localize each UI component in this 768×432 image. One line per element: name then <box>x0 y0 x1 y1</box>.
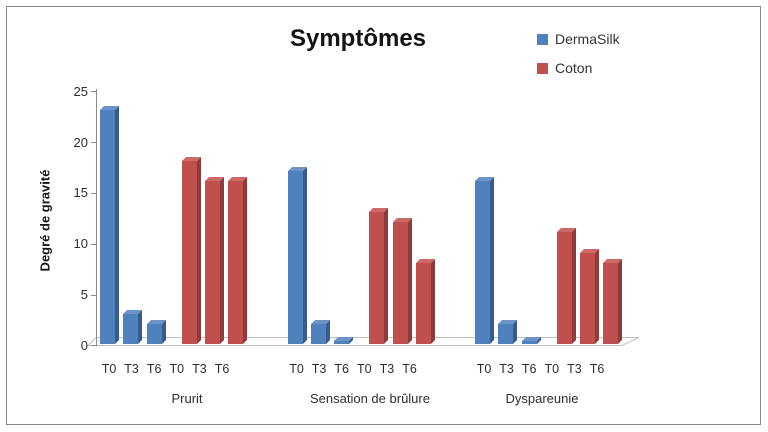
y-tick-mark <box>91 142 96 144</box>
bar-coton-dyspareunie-t0 <box>556 228 576 344</box>
bar-coton-prurit-t3 <box>205 177 224 344</box>
legend-item-coton: Coton <box>537 60 620 76</box>
time-label-t6: T6 <box>521 362 537 376</box>
bar-side-face <box>220 177 224 344</box>
chart-title: Symptômes <box>289 25 427 52</box>
time-label-t3: T3 <box>124 362 139 376</box>
time-label-t6: T6 <box>334 362 349 376</box>
category-label-dyspareunie: Dyspareunie <box>505 391 579 406</box>
time-label-t0: T0 <box>476 362 492 376</box>
y-tick-mark <box>91 91 96 93</box>
bar-coton-sensation-de-br-lure-t0 <box>369 207 389 344</box>
bar-side-face <box>595 248 599 344</box>
bar-side-face <box>513 319 518 344</box>
bar-dermasilk-sensation-de-br-lure-t3 <box>310 319 330 344</box>
legend: DermaSilk Coton <box>537 31 620 90</box>
time-label-t0: T0 <box>544 362 560 376</box>
legend-label-coton: Coton <box>555 60 593 76</box>
y-tick-label: 10 <box>73 236 88 252</box>
bar-dermasilk-sensation-de-br-lure-t6 <box>334 336 354 344</box>
category-label-prurit: Prurit <box>171 391 203 406</box>
y-tick-label: 5 <box>80 287 88 302</box>
time-label-t0: T0 <box>289 362 304 376</box>
y-tick-label: 25 <box>73 83 88 99</box>
time-label-t3: T3 <box>499 362 514 376</box>
bar-side-face <box>138 309 143 344</box>
y-tick-mark <box>91 192 96 194</box>
legend-swatch-dermasilk <box>537 33 548 45</box>
time-label-t0: T0 <box>101 362 117 376</box>
legend-item-dermasilk: DermaSilk <box>537 31 620 47</box>
legend-swatch-coton <box>537 62 548 74</box>
bar-side-face <box>571 228 576 344</box>
bar-dermasilk-prurit-t6 <box>146 319 166 344</box>
bar-side-face <box>618 258 623 344</box>
time-label-t3: T3 <box>379 362 395 376</box>
bar-coton-sensation-de-br-lure-t6 <box>415 258 435 344</box>
legend-label-dermasilk: DermaSilk <box>555 31 620 47</box>
time-label-t6: T6 <box>402 362 417 376</box>
bar-side-face <box>196 157 201 344</box>
time-label-t3: T3 <box>192 362 207 376</box>
bar-dermasilk-prurit-t0 <box>100 106 119 344</box>
y-tick-label: 20 <box>73 134 88 150</box>
bar-side-face <box>302 167 307 344</box>
bar-dermasilk-dyspareunie-t6 <box>521 336 541 344</box>
y-tick-mark <box>91 243 96 245</box>
bar-side-face <box>161 319 166 344</box>
bar-side-face <box>243 177 248 344</box>
time-label-t3: T3 <box>311 362 327 376</box>
bar-side-face <box>430 258 435 344</box>
time-label-t6: T6 <box>589 362 605 376</box>
bar-side-face <box>325 319 330 344</box>
bar-coton-sensation-de-br-lure-t3 <box>392 218 412 344</box>
bar-coton-prurit-t0 <box>181 157 201 344</box>
bar-coton-dyspareunie-t3 <box>580 248 599 344</box>
bar-side-face <box>490 177 494 344</box>
bar-dermasilk-prurit-t3 <box>123 309 143 344</box>
bar-dermasilk-sensation-de-br-lure-t0 <box>287 167 307 344</box>
time-label-t0: T0 <box>357 362 372 376</box>
time-label-t6: T6 <box>214 362 230 376</box>
time-label-t3: T3 <box>567 362 582 376</box>
y-axis-line <box>96 89 97 346</box>
y-tick-mark <box>91 345 96 347</box>
bar-dermasilk-dyspareunie-t0 <box>475 177 494 344</box>
y-tick-mark <box>91 294 96 296</box>
time-label-t6: T6 <box>146 362 162 376</box>
y-tick-label: 15 <box>73 185 88 201</box>
bar-coton-dyspareunie-t6 <box>603 258 623 344</box>
bar-dermasilk-dyspareunie-t3 <box>498 319 518 344</box>
bar-coton-prurit-t6 <box>228 177 248 344</box>
bar-side-face <box>407 218 412 344</box>
time-label-t0: T0 <box>169 362 185 376</box>
category-label-sensation-de-br-lure: Sensation de brûlure <box>310 391 430 406</box>
bar-side-face <box>115 106 119 344</box>
y-tick-label: 0 <box>80 337 88 353</box>
bar-side-face <box>384 207 389 344</box>
